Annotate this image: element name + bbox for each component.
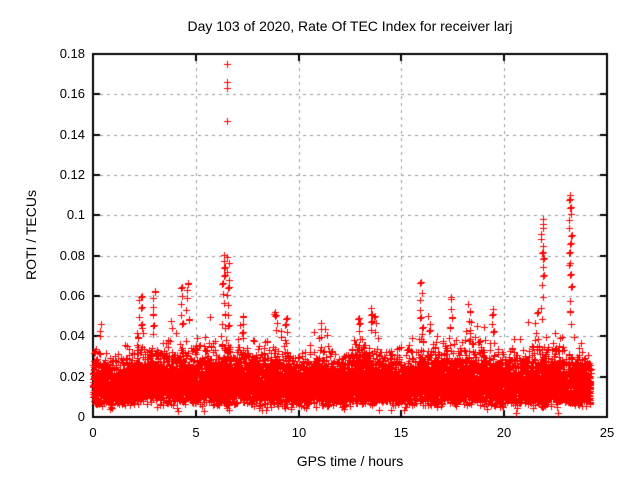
y-axis-label: ROTI / TECUs [23,190,39,280]
y-tick-label: 0.04 [59,328,85,343]
y-tick-label: 0.18 [59,46,85,61]
x-tick-label: 20 [496,425,512,440]
x-tick-label: 5 [192,425,200,440]
y-tick-label: 0.06 [59,288,85,303]
x-tick-label: 0 [89,425,97,440]
y-tick-label: 0 [77,409,85,424]
x-tick-label: 15 [393,425,409,440]
y-tick-label: 0.14 [59,127,85,142]
x-tick-label: 10 [291,425,307,440]
y-tick-label: 0.08 [59,248,85,263]
y-tick-label: 0.16 [59,86,85,101]
y-tick-label: 0.12 [59,167,85,182]
y-tick-label: 0.02 [59,369,85,384]
chart-title: Day 103 of 2020, Rate Of TEC Index for r… [187,18,513,34]
y-tick-label: 0.1 [66,207,85,222]
x-axis-label: GPS time / hours [296,453,404,469]
x-tick-label: 25 [599,425,615,440]
